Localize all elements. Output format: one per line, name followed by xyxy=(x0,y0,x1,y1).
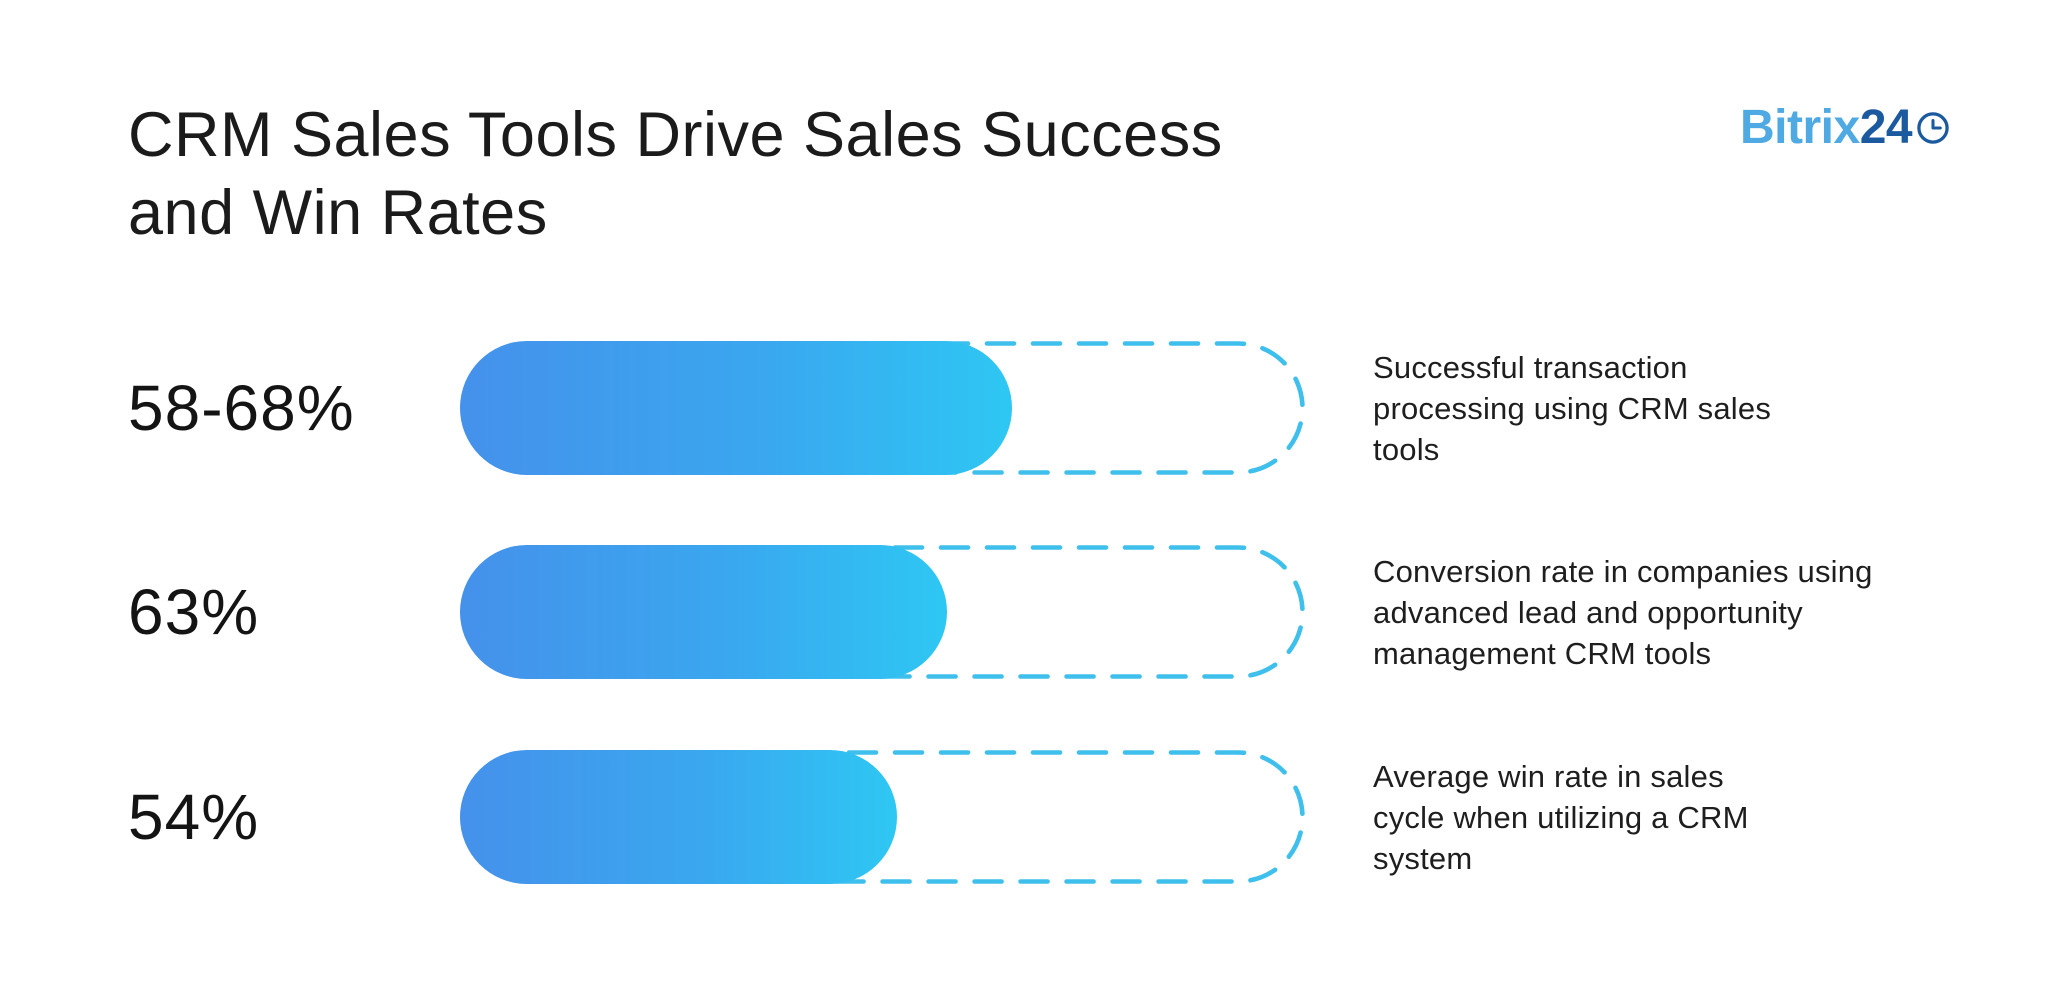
bar-row-1: 58-68% Successful transaction processing… xyxy=(0,341,2048,475)
bitrix24-logo: Bitrix 24 xyxy=(1740,102,1950,154)
bar-description-line: management CRM tools xyxy=(1373,635,1712,671)
bar-row-3: 54% Average win rate in sales cycle when… xyxy=(0,750,2048,884)
page-title: CRM Sales Tools Drive Sales Success and … xyxy=(128,96,1478,252)
bar-description-line: Conversion rate in companies using xyxy=(1373,553,1873,589)
bar-fill xyxy=(460,341,1012,475)
bar-fill xyxy=(460,545,947,679)
page-title-line-1: CRM Sales Tools Drive Sales Success xyxy=(128,100,1223,170)
bar-track xyxy=(460,750,1305,884)
bar-description-line: Average win rate in sales xyxy=(1373,758,1724,794)
bar-value-label: 54% xyxy=(128,781,260,853)
bar-description-line: advanced lead and opportunity xyxy=(1373,594,1803,630)
bar-value-label: 58-68% xyxy=(128,372,355,444)
bar-description-line: processing using CRM sales xyxy=(1373,390,1772,426)
bar-fill xyxy=(460,750,897,884)
bar-description: Successful transaction processing using … xyxy=(1373,341,2013,475)
page-title-line-2: and Win Rates xyxy=(128,178,548,248)
bar-value-label: 63% xyxy=(128,576,260,648)
bar-description-line: system xyxy=(1373,840,1473,876)
bar-row-2: 63% Conversion rate in companies using a… xyxy=(0,545,2048,679)
bar-description: Average win rate in sales cycle when uti… xyxy=(1373,750,2013,884)
bar-description-line: tools xyxy=(1373,431,1440,467)
bar-description-line: Successful transaction xyxy=(1373,349,1688,385)
bar-track xyxy=(460,341,1305,475)
logo-text-24: 24 xyxy=(1859,101,1913,154)
logo-text-bitrix: Bitrix xyxy=(1740,101,1860,154)
bar-description: Conversion rate in companies using advan… xyxy=(1373,545,2013,679)
bar-track xyxy=(460,545,1305,679)
bar-description-line: cycle when utilizing a CRM xyxy=(1373,799,1749,835)
clock-icon xyxy=(1917,112,1949,144)
